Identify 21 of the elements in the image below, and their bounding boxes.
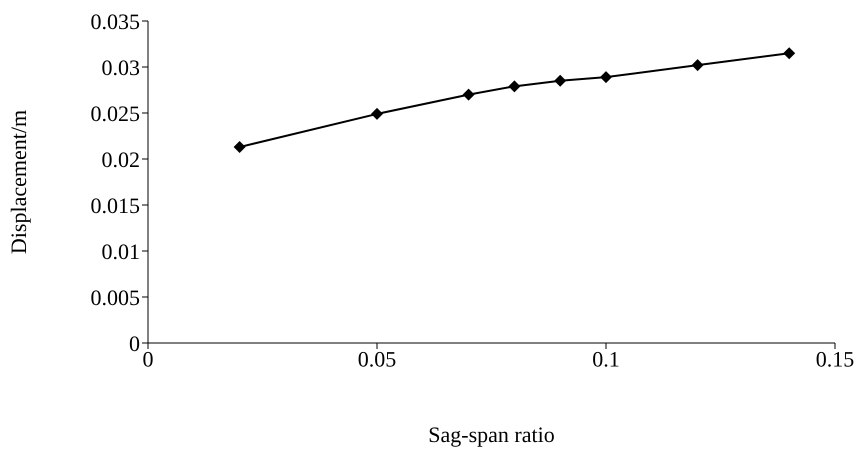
y-tick-label: 0.03 bbox=[102, 54, 140, 80]
y-tick-label: 0.035 bbox=[90, 8, 140, 34]
point bbox=[783, 47, 796, 60]
x-tick-label: 0.15 bbox=[816, 346, 854, 372]
point bbox=[234, 141, 246, 154]
point bbox=[554, 74, 566, 87]
y-tick-label: 0 bbox=[129, 330, 140, 356]
point bbox=[508, 80, 520, 92]
point bbox=[462, 88, 475, 101]
y-tick-label: 0.025 bbox=[90, 100, 140, 126]
x-tick-label: 0.1 bbox=[592, 346, 620, 372]
point bbox=[692, 59, 704, 72]
point bbox=[371, 108, 383, 120]
y-tick-label: 0.01 bbox=[102, 238, 140, 264]
x-axis-title: Sag-span ratio bbox=[428, 422, 555, 447]
point bbox=[600, 71, 612, 84]
y-tick-label: 0.005 bbox=[90, 284, 140, 310]
y-tick-label: 0.015 bbox=[90, 192, 140, 218]
y-tick-label: 0.02 bbox=[102, 146, 140, 172]
y-axis-title: Displacement/m bbox=[6, 110, 31, 254]
x-tick-label: 0.05 bbox=[358, 346, 396, 372]
